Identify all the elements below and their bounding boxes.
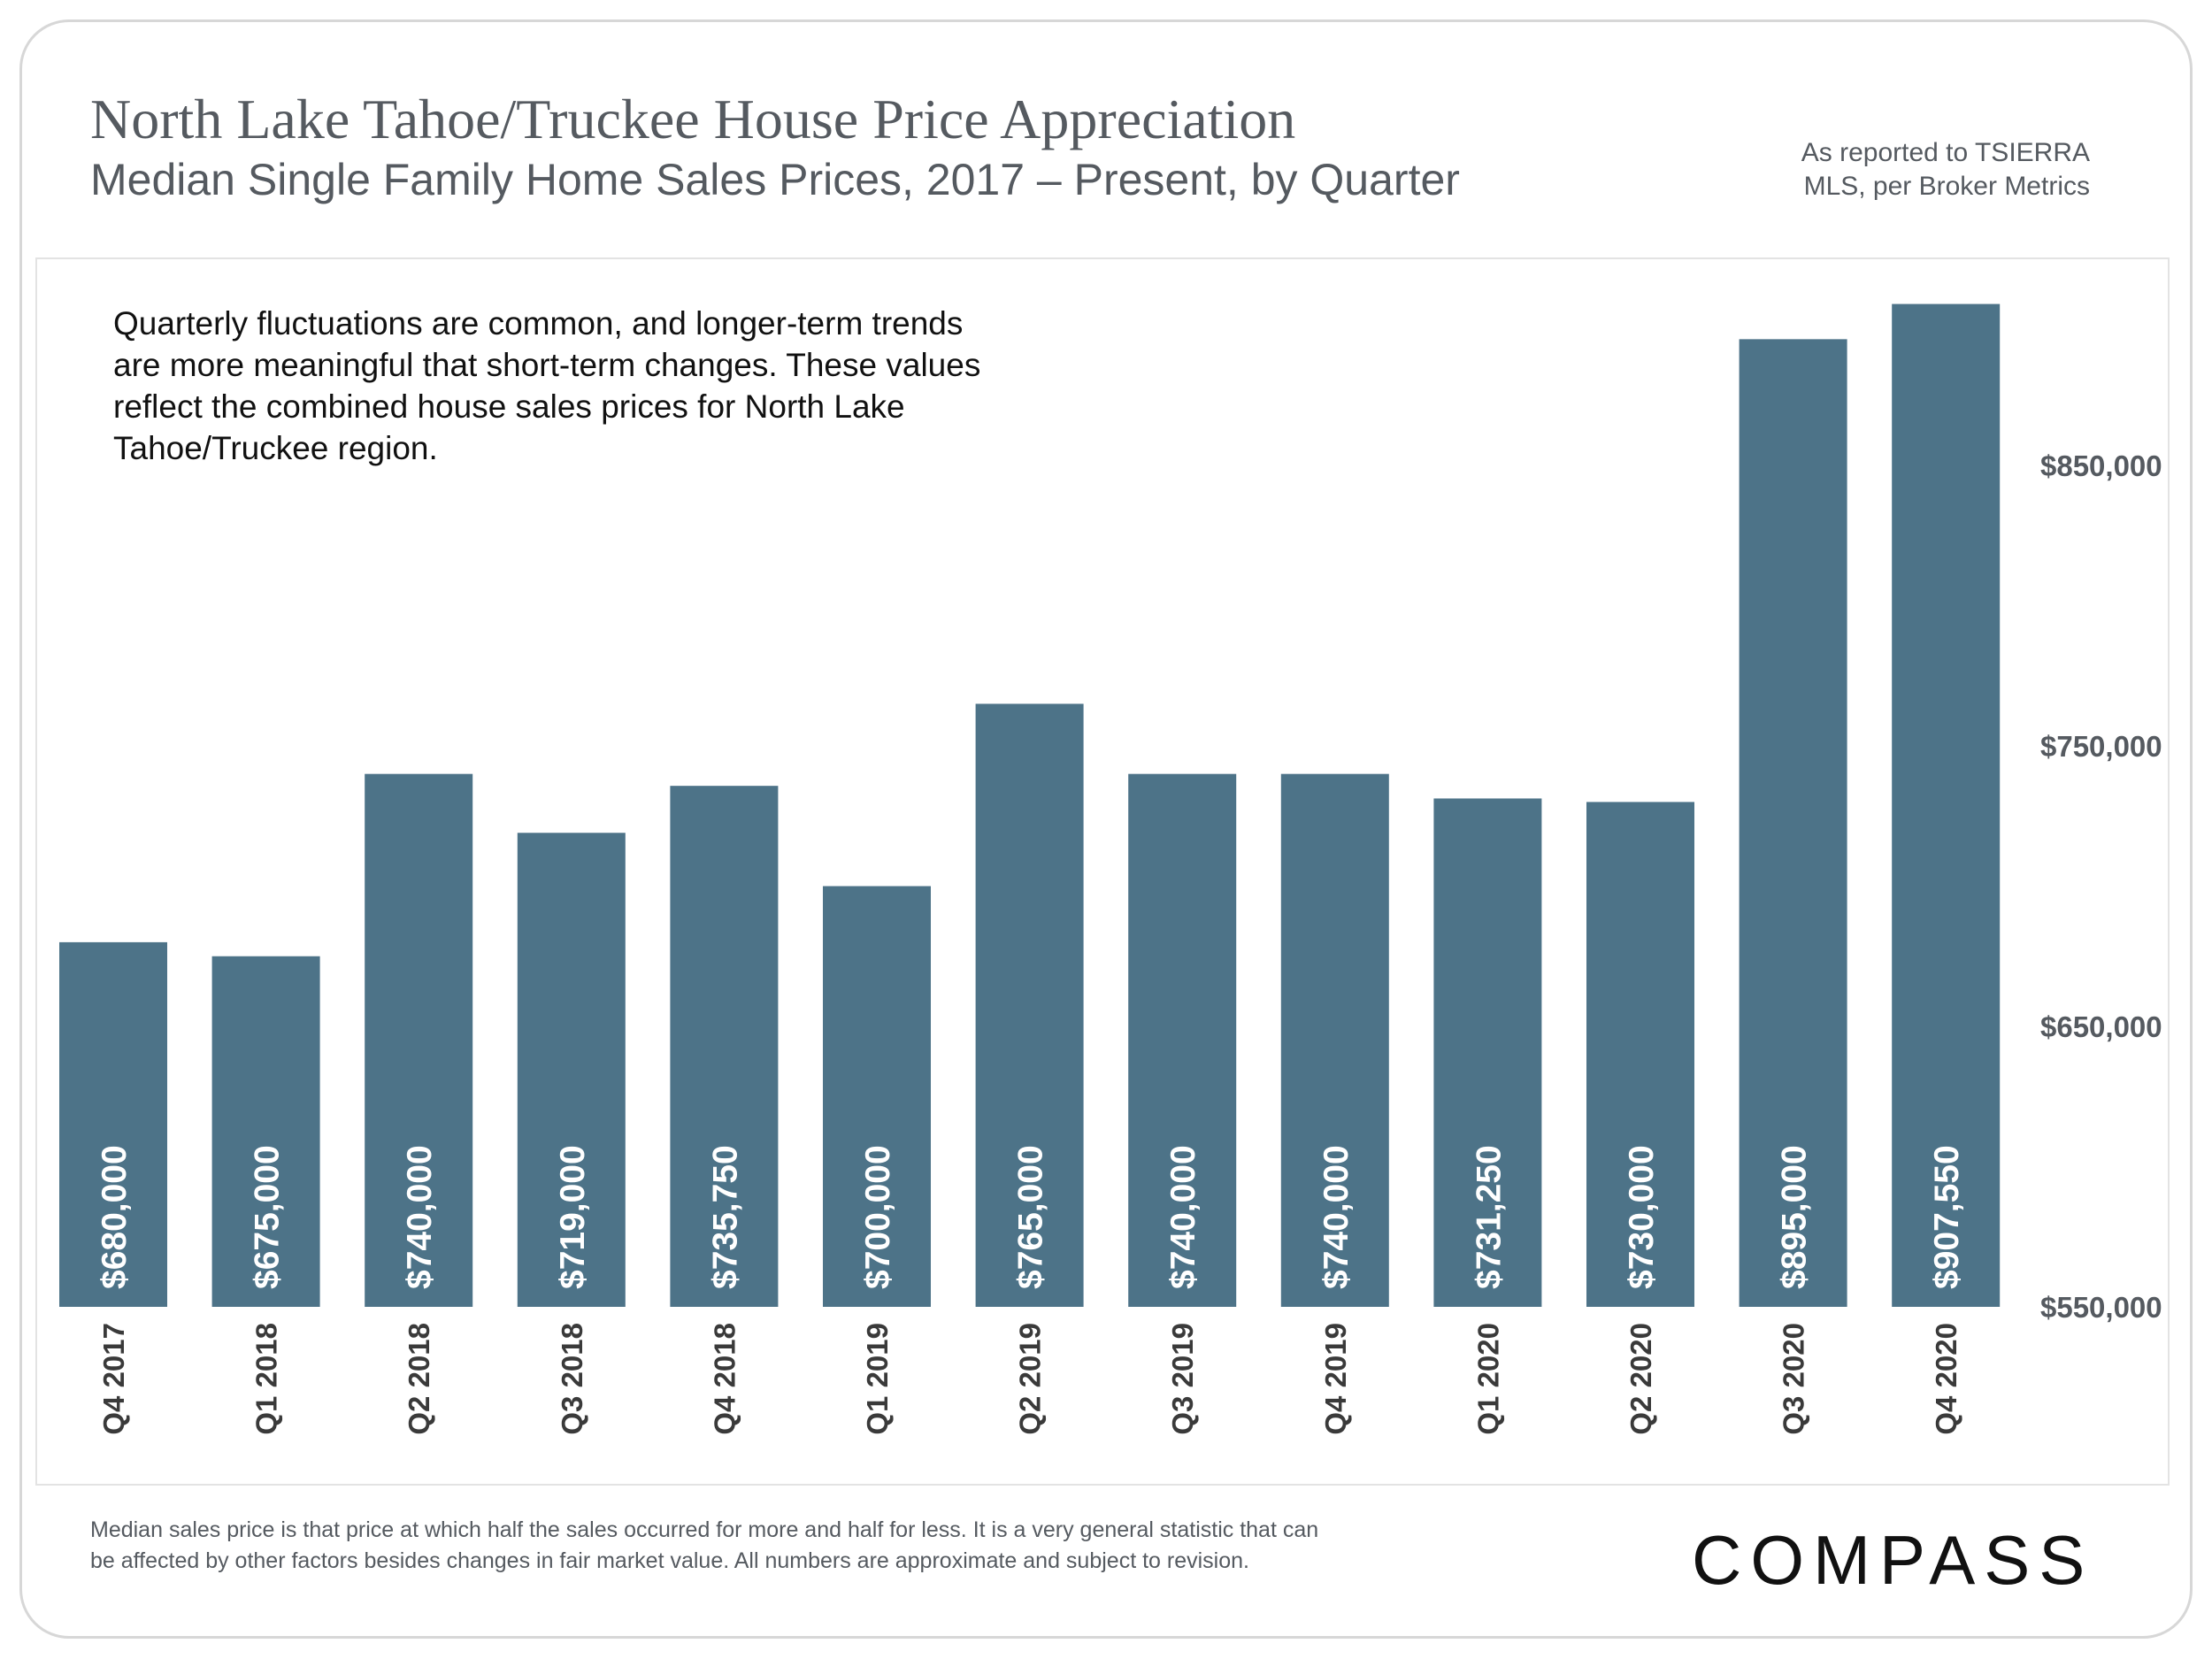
bar-q4-2018 xyxy=(670,786,779,1307)
x-tick-label: Q3 2019 xyxy=(1166,1323,1199,1435)
y-axis-ticks: $550,000 $650,000 $750,000 $850,000 xyxy=(2040,449,2162,1324)
source-line-1: As reported to TSIERRA xyxy=(1801,138,2090,167)
x-tick-label: Q1 2019 xyxy=(861,1323,894,1435)
bar-q4-2020 xyxy=(1892,303,2001,1307)
bar-q1-2018 xyxy=(211,956,320,1307)
x-tick-label: Q4 2020 xyxy=(1930,1323,1962,1435)
bar-value-label: $735,750 xyxy=(706,1145,744,1289)
annotation-line-2: are more meaningful that short-term chan… xyxy=(113,347,981,383)
x-tick-label: Q2 2020 xyxy=(1624,1323,1657,1435)
logo-wordmark: COMPASS xyxy=(1692,1521,2093,1599)
annotation-line-4: Tahoe/Truckee region. xyxy=(113,430,438,466)
bar-q3-2019 xyxy=(1128,773,1237,1307)
bar-q3-2018 xyxy=(517,833,626,1307)
bar-value-label: $730,000 xyxy=(1623,1145,1661,1289)
bar-value-label: $680,000 xyxy=(96,1145,134,1289)
bar-q4-2019 xyxy=(1280,773,1389,1307)
bar-q2-2019 xyxy=(975,703,1084,1307)
footnote: Median sales price is that price at whic… xyxy=(90,1515,1541,1577)
bar-value-label: $731,250 xyxy=(1470,1145,1508,1289)
x-tick-label: Q4 2018 xyxy=(708,1323,741,1435)
source-line-2: MLS, per Broker Metrics xyxy=(1803,172,2090,201)
x-axis-ticks: Q4 2017 Q1 2018 Q2 2018 Q3 2018 Q4 2018 Q1 20… xyxy=(97,1323,1962,1435)
bar-value-label: $740,000 xyxy=(401,1145,439,1289)
chart-subtitle: Median Single Family Home Sales Prices, … xyxy=(90,155,1460,204)
x-tick-label: Q3 2020 xyxy=(1778,1323,1810,1435)
bar-value-label: $895,000 xyxy=(1776,1145,1814,1289)
x-tick-label: Q4 2017 xyxy=(97,1323,130,1435)
footnote-line-1: Median sales price is that price at whic… xyxy=(90,1517,1319,1542)
bar-q2-2020 xyxy=(1586,802,1694,1307)
bar-value-label: $675,000 xyxy=(249,1145,287,1289)
x-tick-label: Q3 2018 xyxy=(556,1323,588,1435)
footnote-line-2: be affected by other factors besides cha… xyxy=(90,1548,1249,1573)
bar-value-label: $740,000 xyxy=(1317,1145,1356,1289)
bar-value-label: $700,000 xyxy=(859,1145,897,1289)
bar-q1-2020 xyxy=(1433,798,1542,1307)
annotation-line-3: reflect the combined house sales prices … xyxy=(113,388,905,425)
x-tick-label: Q2 2018 xyxy=(403,1323,435,1435)
annotation-line-1: Quarterly fluctuations are common, and l… xyxy=(113,305,964,342)
bar-value-label: $907,550 xyxy=(1928,1145,1966,1289)
bar-value-label: $719,000 xyxy=(554,1145,592,1289)
bar-label-group: $680,000 $675,000 $740,000 $719,000 $735,750… xyxy=(96,1145,1966,1289)
x-tick-label: Q1 2020 xyxy=(1471,1323,1504,1435)
bar-q1-2019 xyxy=(823,886,931,1307)
bar-value-label: $740,000 xyxy=(1164,1145,1202,1289)
chart-annotation: Quarterly fluctuations are common, and l… xyxy=(113,303,1087,469)
source-note: As reported to TSIERRA MLS, per Broker M… xyxy=(1559,136,2090,204)
y-tick-label: $850,000 xyxy=(2040,449,2162,482)
y-tick-label: $650,000 xyxy=(2040,1010,2162,1043)
plot-area xyxy=(35,257,2170,1486)
x-tick-label: Q1 2018 xyxy=(250,1323,283,1435)
y-tick-label: $550,000 xyxy=(2040,1291,2162,1324)
chart-title: North Lake Tahoe/Truckee House Price App… xyxy=(90,88,1296,150)
bar-value-label: $765,000 xyxy=(1012,1145,1050,1289)
bar-q3-2020 xyxy=(1739,339,1847,1308)
bar-q4-2017 xyxy=(59,941,167,1307)
x-tick-label: Q4 2019 xyxy=(1319,1323,1352,1435)
x-tick-label: Q2 2019 xyxy=(1014,1323,1047,1435)
bar-q2-2018 xyxy=(365,773,473,1307)
bar-group xyxy=(59,303,2001,1308)
compass-logo: COMPASS xyxy=(1692,1521,2093,1599)
y-tick-label: $750,000 xyxy=(2040,730,2162,763)
